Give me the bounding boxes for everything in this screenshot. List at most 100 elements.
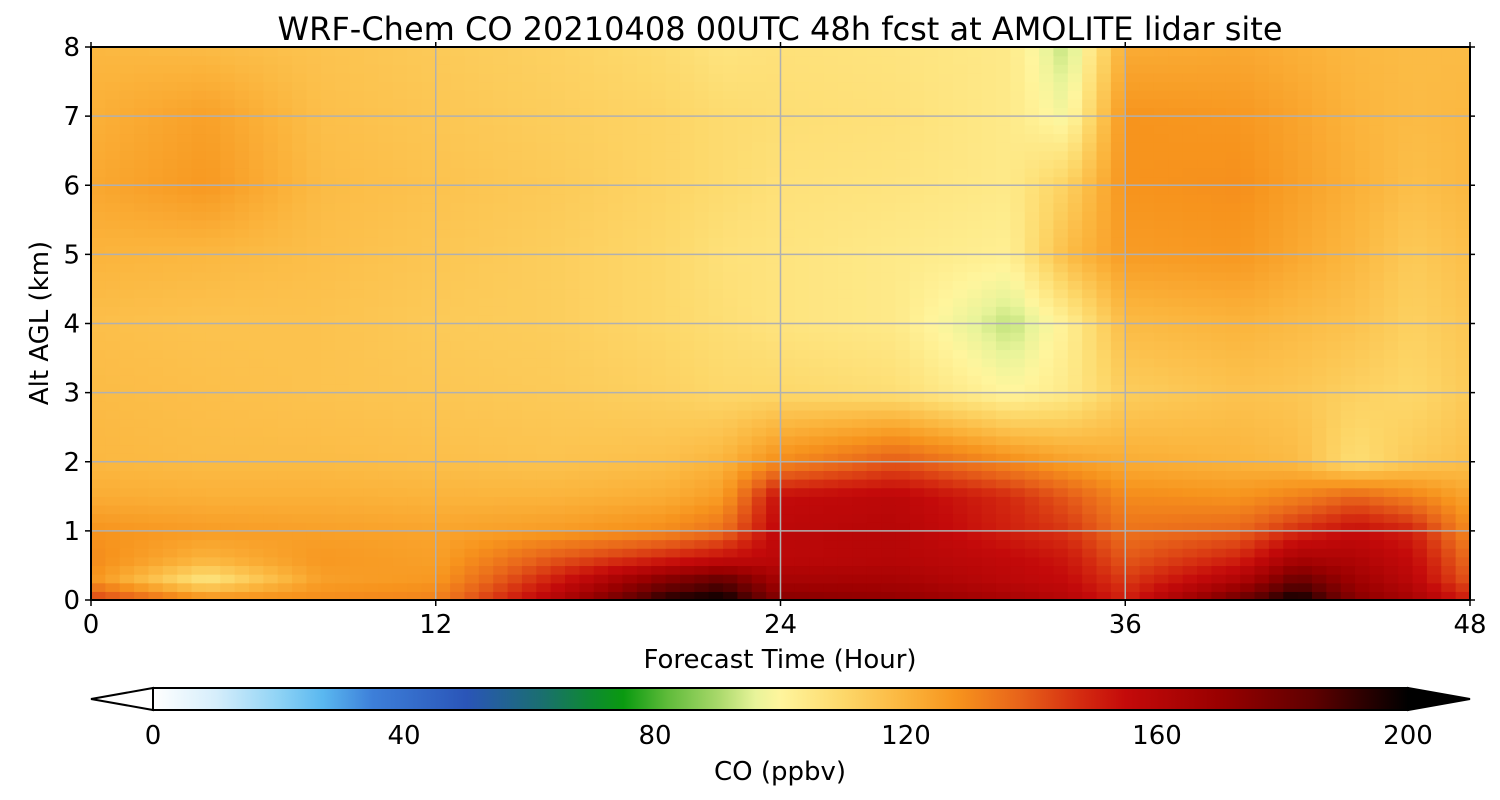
heatmap-cell — [407, 444, 422, 454]
heatmap-cell — [1240, 306, 1256, 316]
heatmap-cell — [780, 254, 796, 264]
heatmap-cell — [1369, 470, 1385, 480]
heatmap-cell — [1024, 332, 1040, 342]
heatmap-cell — [1254, 349, 1270, 359]
heatmap-cell — [191, 314, 207, 325]
heatmap-cell — [521, 202, 537, 212]
heatmap-cell — [608, 263, 624, 273]
heatmap-cell — [507, 366, 523, 376]
heatmap-cell — [1039, 193, 1055, 204]
heatmap-cell — [249, 263, 264, 273]
heatmap-cell — [349, 193, 365, 204]
heatmap-cell — [723, 548, 738, 558]
heatmap-cell — [1125, 340, 1141, 351]
heatmap-cell — [881, 176, 897, 186]
heatmap-cell — [1153, 349, 1169, 359]
heatmap-cell — [550, 332, 566, 342]
heatmap-cell — [1053, 479, 1069, 489]
heatmap-cell — [909, 418, 925, 428]
heatmap-cell — [392, 176, 408, 186]
heatmap-cell — [1254, 487, 1270, 497]
heatmap-cell — [1096, 176, 1112, 186]
heatmap-cell — [1355, 548, 1371, 558]
heatmap-cell — [1441, 487, 1457, 497]
heatmap-cell — [766, 504, 782, 515]
heatmap-cell — [1398, 314, 1414, 325]
heatmap-cell — [493, 323, 509, 333]
heatmap-cell — [435, 392, 451, 402]
heatmap-cell — [909, 435, 925, 446]
heatmap-cell — [1412, 444, 1428, 454]
heatmap-cell — [593, 539, 609, 549]
heatmap-cell — [622, 193, 638, 204]
heatmap-cell — [924, 409, 940, 420]
heatmap-cell — [464, 185, 480, 195]
heatmap-cell — [1053, 530, 1069, 541]
heatmap-cell — [866, 418, 882, 428]
heatmap-cell — [478, 582, 494, 592]
heatmap-cell — [694, 392, 710, 402]
heatmap-cell — [191, 418, 207, 428]
heatmap-cell — [1383, 193, 1399, 204]
heatmap-cell — [421, 548, 437, 558]
heatmap-cell — [737, 392, 753, 402]
heatmap-cell — [1311, 288, 1327, 299]
heatmap-cell — [809, 435, 825, 446]
heatmap-cell — [1139, 358, 1155, 368]
heatmap-cell — [1283, 193, 1299, 204]
heatmap-cell — [1197, 479, 1213, 489]
heatmap-cell — [263, 150, 279, 160]
heatmap-cell — [1211, 314, 1227, 325]
heatmap-cell — [823, 332, 839, 342]
heatmap-cell — [1139, 366, 1155, 376]
heatmap-cell — [909, 271, 925, 281]
heatmap-cell — [837, 574, 853, 584]
heatmap-cell — [565, 271, 580, 281]
heatmap-cell — [1225, 470, 1241, 480]
heatmap-cell — [1053, 453, 1069, 463]
heatmap-cell — [1053, 228, 1069, 238]
heatmap-cell — [205, 202, 221, 212]
heatmap-cell — [1039, 383, 1055, 394]
heatmap-cell — [335, 401, 351, 411]
heatmap-cell — [234, 306, 250, 316]
heatmap-cell — [249, 150, 264, 160]
heatmap-cell — [493, 306, 509, 316]
heatmap-cell — [837, 444, 853, 454]
heatmap-cell — [1369, 539, 1385, 549]
heatmap-cell — [924, 366, 940, 376]
heatmap-cell — [981, 375, 997, 385]
heatmap-cell — [694, 504, 710, 515]
heatmap-cell — [478, 392, 494, 402]
heatmap-cell — [363, 237, 379, 247]
heatmap-cell — [780, 392, 796, 402]
heatmap-cell — [450, 219, 466, 230]
heatmap-cell — [952, 383, 968, 394]
heatmap-cell — [177, 288, 193, 299]
heatmap-cell — [407, 513, 422, 523]
heatmap-cell — [191, 444, 207, 454]
heatmap-cell — [464, 288, 480, 299]
heatmap-cell — [464, 297, 480, 307]
heatmap-cell — [837, 530, 853, 541]
heatmap-cell — [837, 263, 853, 273]
heatmap-cell — [1311, 539, 1327, 549]
heatmap-cell — [823, 522, 839, 532]
heatmap-cell — [608, 314, 624, 325]
heatmap-cell — [1441, 539, 1457, 549]
heatmap-cell — [981, 530, 997, 541]
heatmap-cell — [435, 565, 451, 575]
heatmap-cell — [263, 479, 279, 489]
heatmap-cell — [651, 228, 667, 238]
heatmap-cell — [148, 297, 164, 307]
heatmap-cell — [1153, 306, 1169, 316]
heatmap-cell — [694, 582, 710, 592]
heatmap-cell — [1326, 513, 1342, 523]
heatmap-cell — [91, 470, 106, 480]
heatmap-cell — [550, 453, 566, 463]
heatmap-cell — [608, 366, 624, 376]
heatmap-cell — [766, 427, 782, 437]
heatmap-cell — [1096, 202, 1112, 212]
heatmap-cell — [780, 306, 796, 316]
heatmap-cell — [1024, 280, 1040, 290]
